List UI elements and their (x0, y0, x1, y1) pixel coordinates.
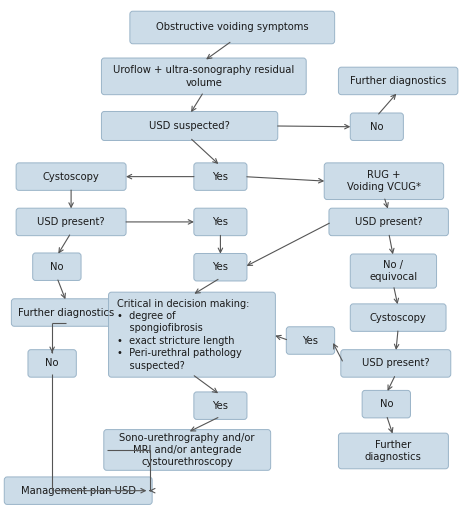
Text: Yes: Yes (212, 401, 228, 411)
FancyBboxPatch shape (286, 327, 335, 354)
FancyBboxPatch shape (362, 390, 410, 418)
Text: USD suspected?: USD suspected? (149, 121, 230, 131)
Text: No: No (380, 399, 393, 409)
Text: RUG +
Voiding VCUG*: RUG + Voiding VCUG* (347, 170, 421, 192)
FancyBboxPatch shape (16, 163, 126, 190)
FancyBboxPatch shape (329, 208, 448, 236)
Text: USD present?: USD present? (362, 358, 429, 369)
Text: Yes: Yes (212, 217, 228, 227)
FancyBboxPatch shape (130, 11, 335, 44)
Text: Further diagnostics: Further diagnostics (350, 76, 447, 86)
Text: Yes: Yes (302, 335, 319, 346)
FancyBboxPatch shape (28, 350, 76, 377)
FancyBboxPatch shape (350, 254, 437, 288)
Text: Sono-urethrography and/or
MRI and/or antegrade
cystourethroscopy: Sono-urethrography and/or MRI and/or ant… (119, 433, 255, 467)
FancyBboxPatch shape (194, 208, 247, 236)
Text: No: No (50, 262, 64, 272)
Text: Management plan USD: Management plan USD (21, 486, 136, 496)
Text: Yes: Yes (212, 262, 228, 272)
FancyBboxPatch shape (194, 392, 247, 419)
FancyBboxPatch shape (33, 253, 81, 280)
FancyBboxPatch shape (11, 299, 121, 326)
Text: Critical in decision making:
•  degree of
    spongiofibrosis
•  exact stricture: Critical in decision making: • degree of… (117, 299, 249, 371)
FancyBboxPatch shape (4, 477, 152, 504)
FancyBboxPatch shape (109, 292, 275, 377)
FancyBboxPatch shape (338, 433, 448, 469)
Text: Cystoscopy: Cystoscopy (370, 313, 427, 323)
Text: USD present?: USD present? (37, 217, 105, 227)
FancyBboxPatch shape (101, 58, 306, 95)
Text: Cystoscopy: Cystoscopy (43, 172, 100, 182)
Text: No: No (370, 122, 383, 132)
Text: No: No (46, 358, 59, 369)
FancyBboxPatch shape (350, 113, 403, 140)
FancyBboxPatch shape (101, 111, 278, 140)
FancyBboxPatch shape (338, 67, 458, 95)
Text: Further
diagnostics: Further diagnostics (365, 440, 422, 462)
FancyBboxPatch shape (104, 430, 271, 470)
Text: Further diagnostics: Further diagnostics (18, 307, 115, 318)
Text: USD present?: USD present? (355, 217, 422, 227)
Text: No /
equivocal: No / equivocal (369, 260, 418, 282)
FancyBboxPatch shape (350, 304, 446, 331)
FancyBboxPatch shape (341, 350, 451, 377)
FancyBboxPatch shape (194, 163, 247, 190)
Text: Obstructive voiding symptoms: Obstructive voiding symptoms (156, 22, 309, 33)
Text: Yes: Yes (212, 172, 228, 182)
Text: Uroflow + ultra-sonography residual
volume: Uroflow + ultra-sonography residual volu… (113, 65, 294, 88)
FancyBboxPatch shape (324, 163, 444, 200)
FancyBboxPatch shape (194, 253, 247, 281)
FancyBboxPatch shape (16, 208, 126, 236)
